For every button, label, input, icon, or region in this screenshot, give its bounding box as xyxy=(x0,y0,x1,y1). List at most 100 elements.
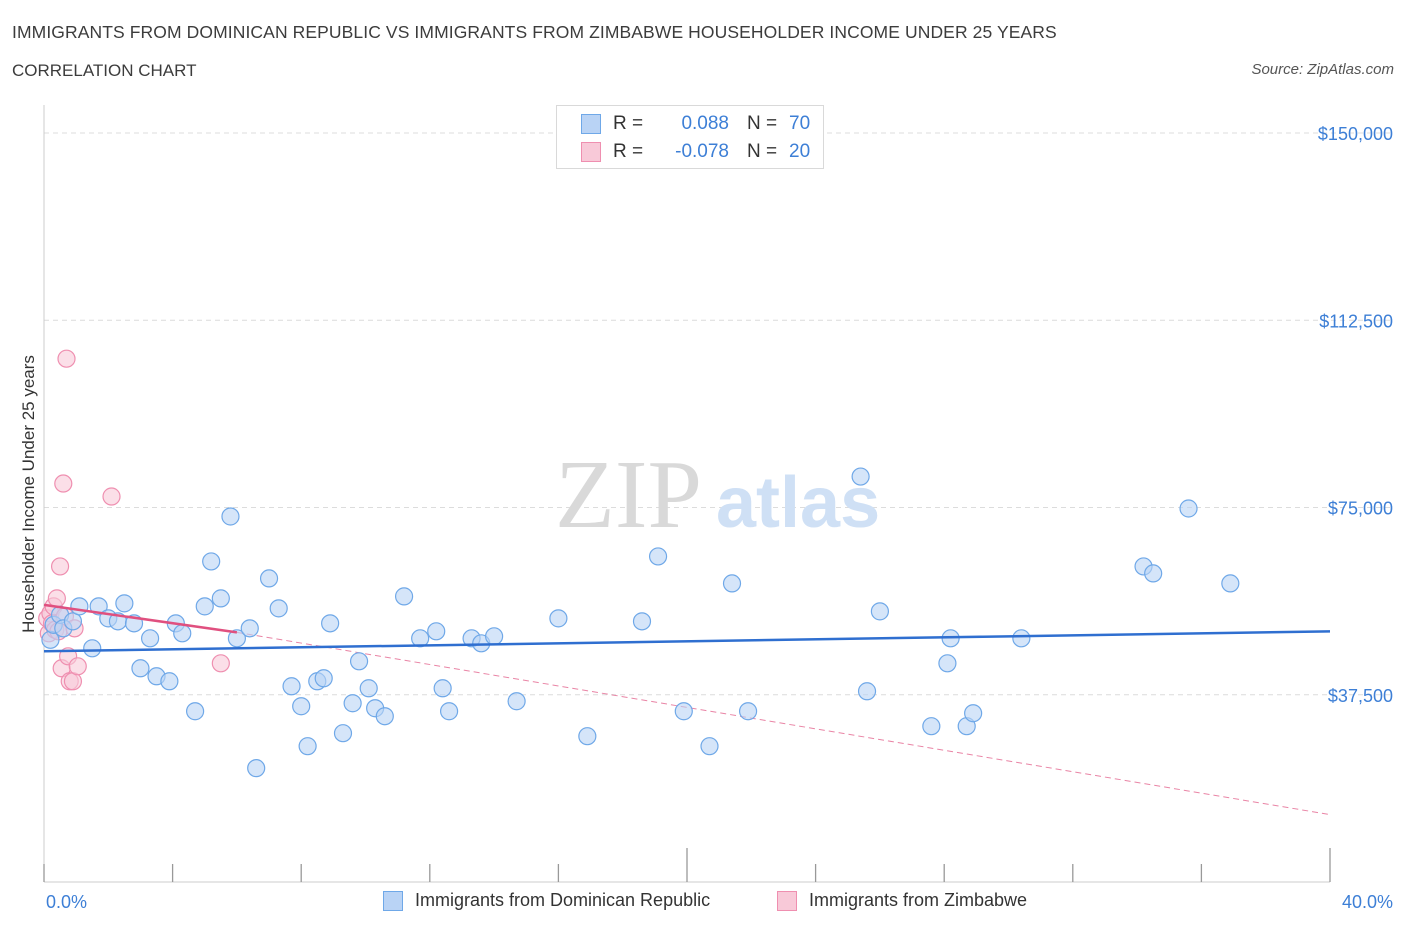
data-point-dominican xyxy=(195,597,214,616)
data-point-dominican xyxy=(439,702,459,721)
grid-lines xyxy=(44,132,1393,696)
data-point-dominican xyxy=(349,652,369,671)
data-point-dominican xyxy=(1012,629,1031,648)
legend-r-label: R = xyxy=(613,113,644,134)
legend-n-value: 70 xyxy=(789,113,811,134)
y-tick-label: $75,000 xyxy=(1328,499,1393,519)
data-point-dominican xyxy=(722,574,742,593)
data-point-dominican xyxy=(1221,574,1240,593)
data-point-zimbabwe xyxy=(211,654,230,673)
x-tick-max: 40.0% xyxy=(1342,892,1393,912)
data-point-zimbabwe xyxy=(47,589,66,608)
data-point-dominican xyxy=(247,759,266,778)
data-point-dominican xyxy=(259,569,279,588)
data-point-dominican xyxy=(333,724,353,743)
data-point-dominican xyxy=(359,679,378,698)
data-point-dominican xyxy=(411,629,430,648)
y-tick-label: $150,000 xyxy=(1318,124,1393,144)
trend-line-zimbabwe-extension xyxy=(236,631,1331,816)
watermark-zip: ZIP xyxy=(555,441,702,549)
y-tick-labels: $37,500 $75,000 $112,500 $150,000 xyxy=(1318,124,1393,706)
data-point-dominican xyxy=(83,639,102,658)
data-point-dominican xyxy=(1179,499,1198,518)
data-point-dominican xyxy=(160,672,179,691)
data-point-dominican xyxy=(131,659,150,678)
data-point-dominican xyxy=(211,589,230,608)
data-point-dominican xyxy=(292,697,311,716)
bottom-legend-label: Immigrants from Zimbabwe xyxy=(809,890,1028,910)
chart-title: IMMIGRANTS FROM DOMINICAN REPUBLIC VS IM… xyxy=(12,22,1057,42)
data-point-dominican xyxy=(700,737,719,756)
legend-n-value: 20 xyxy=(789,141,811,162)
axes xyxy=(43,105,1331,883)
data-point-dominican xyxy=(578,727,597,746)
series-zimbabwe-points xyxy=(38,349,230,691)
data-point-dominican xyxy=(938,654,957,673)
data-point-dominican xyxy=(738,702,758,721)
legend-r-value: 0.088 xyxy=(681,113,729,134)
data-point-dominican xyxy=(63,612,83,631)
data-point-zimbabwe xyxy=(102,487,121,506)
bottom-swatch-blue xyxy=(383,890,403,911)
data-point-dominican xyxy=(674,702,693,721)
bottom-legend-zimbabwe: Immigrants from Zimbabwe xyxy=(777,890,1027,911)
series-dominican-points xyxy=(41,467,1240,778)
data-point-dominican xyxy=(485,627,504,646)
data-point-dominican xyxy=(964,704,983,723)
data-point-dominican xyxy=(70,597,89,616)
watermark: ZIP atlas xyxy=(555,441,880,549)
data-point-dominican xyxy=(240,619,259,638)
data-point-dominican xyxy=(321,614,340,633)
data-point-dominican xyxy=(140,629,160,648)
trend-extension xyxy=(236,631,1331,816)
y-tick-label: $37,500 xyxy=(1328,686,1393,706)
data-point-dominican xyxy=(298,737,317,756)
data-point-dominican xyxy=(857,682,877,701)
data-point-dominican xyxy=(227,629,246,648)
data-point-zimbabwe xyxy=(50,557,70,576)
data-point-dominican xyxy=(648,547,668,566)
legend-row-dominican: R = 0.088 N = 70 xyxy=(581,112,810,136)
legend-row-zimbabwe: R = -0.078 N = 20 xyxy=(581,140,810,164)
data-point-dominican xyxy=(870,602,890,621)
trend-line-dominican xyxy=(43,630,1331,653)
data-point-dominican xyxy=(115,594,134,613)
data-point-dominican xyxy=(549,609,568,628)
data-point-dominican xyxy=(375,707,394,726)
data-point-dominican xyxy=(851,467,870,486)
data-point-dominican xyxy=(202,552,221,571)
data-point-dominican xyxy=(221,507,240,526)
data-point-dominican xyxy=(507,692,526,711)
source-label: Source: ZipAtlas.com xyxy=(1251,61,1394,78)
data-point-dominican xyxy=(269,599,288,618)
bottom-swatch-pink xyxy=(777,890,797,911)
data-point-dominican xyxy=(343,694,362,713)
y-tick-label: $112,500 xyxy=(1319,311,1393,331)
legend-swatch-blue xyxy=(581,114,601,134)
data-point-dominican xyxy=(314,669,333,688)
y-axis-label: Householder Income Under 25 years xyxy=(19,355,38,633)
data-point-dominican xyxy=(173,624,192,643)
data-point-dominican xyxy=(632,612,652,631)
data-point-zimbabwe xyxy=(63,672,83,691)
data-point-dominican xyxy=(1144,564,1163,583)
legend-box: R = 0.088 N = 70 R = -0.078 N = 20 xyxy=(556,105,824,169)
trend-line-zimbabwe xyxy=(43,603,238,634)
data-point-zimbabwe xyxy=(54,474,73,493)
chart-subtitle: CORRELATION CHART xyxy=(12,61,197,80)
x-tick-min: 0.0% xyxy=(46,892,87,912)
data-point-dominican xyxy=(394,587,414,606)
trend-lines xyxy=(43,603,1331,653)
data-point-zimbabwe xyxy=(68,657,87,676)
data-point-dominican xyxy=(427,622,446,641)
bottom-legend-label: Immigrants from Dominican Republic xyxy=(415,890,711,910)
legend-n-label: N = xyxy=(747,113,778,134)
legend-swatch-pink xyxy=(581,142,601,162)
legend-r-value: -0.078 xyxy=(675,141,729,162)
legend-r-label: R = xyxy=(613,141,644,162)
bottom-legend-dominican: Immigrants from Dominican Republic xyxy=(383,890,710,911)
data-point-dominican xyxy=(89,597,108,616)
data-point-dominican xyxy=(282,677,301,696)
legend-n-label: N = xyxy=(747,141,778,162)
